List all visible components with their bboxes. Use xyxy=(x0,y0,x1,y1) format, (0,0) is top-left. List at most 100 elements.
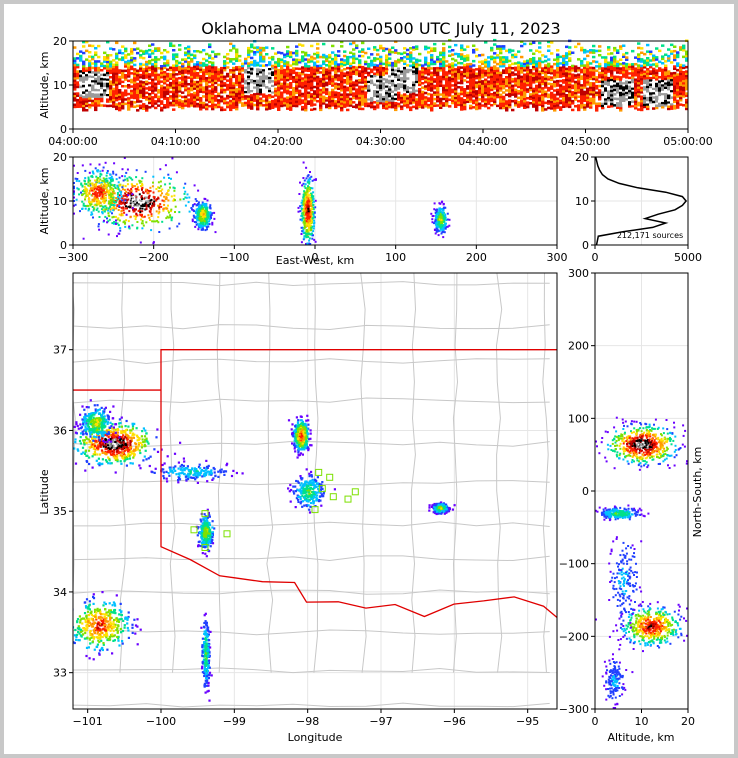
source-density-cell xyxy=(496,67,500,70)
source-density-cell xyxy=(646,105,650,108)
source-density-cell xyxy=(154,60,158,63)
source-density-cell xyxy=(589,90,593,94)
source-density-cell xyxy=(385,100,389,104)
source-density-cell xyxy=(247,97,251,100)
source-density-cell xyxy=(595,80,599,83)
source-density-cell xyxy=(391,97,395,100)
source-density-cell xyxy=(80,183,83,186)
source-density-cell xyxy=(316,42,320,46)
source-density-cell xyxy=(424,69,428,73)
source-density-cell xyxy=(619,76,623,79)
source-density-cell xyxy=(679,63,683,67)
source-density-cell xyxy=(145,201,147,204)
source-density-cell xyxy=(409,86,413,90)
source-density-cell xyxy=(361,50,365,53)
source-density-cell xyxy=(367,65,371,68)
source-density-cell xyxy=(118,91,122,94)
source-density-cell xyxy=(211,96,215,100)
source-density-cell xyxy=(259,73,263,76)
source-density-cell xyxy=(241,86,245,90)
source-density-cell xyxy=(346,93,350,96)
source-density-cell xyxy=(583,95,587,98)
source-density-cell xyxy=(142,63,146,66)
source-density-cell xyxy=(592,102,596,105)
source-density-cell xyxy=(103,195,105,198)
source-density-cell xyxy=(670,78,674,82)
source-density-cell xyxy=(193,74,197,77)
source-density-cell xyxy=(382,49,386,52)
source-density-cell xyxy=(385,107,389,110)
source-density-cell xyxy=(208,43,212,46)
source-density-cell xyxy=(100,208,103,211)
source-density-cell xyxy=(616,88,620,92)
source-density-cell xyxy=(652,58,656,62)
source-density-cell xyxy=(574,67,578,71)
source-density-cell xyxy=(152,202,155,205)
source-density-cell xyxy=(142,81,146,84)
source-density-cell xyxy=(562,63,566,67)
source-density-cell xyxy=(208,74,212,77)
source-density-cell xyxy=(439,99,443,103)
source-density-cell xyxy=(337,67,341,71)
source-density-cell xyxy=(445,88,449,92)
source-density-cell xyxy=(211,90,215,93)
source-density-cell xyxy=(130,56,134,60)
source-density-cell xyxy=(514,82,518,85)
source-density-cell xyxy=(127,70,131,74)
source-density-cell xyxy=(592,51,596,54)
source-density-cell xyxy=(126,179,129,182)
source-density-cell xyxy=(175,66,179,69)
source-density-cell xyxy=(544,86,548,89)
source-density-cell xyxy=(316,84,320,88)
source-density-cell xyxy=(412,70,416,73)
source-density-cell xyxy=(124,85,128,88)
source-density-cell xyxy=(355,88,359,91)
source-density-cell xyxy=(604,95,608,99)
source-density-cell xyxy=(310,71,314,74)
source-density-cell xyxy=(139,73,143,77)
source-density-cell xyxy=(193,69,197,73)
source-density-cell xyxy=(91,88,95,92)
source-density-cell xyxy=(310,93,314,96)
source-density-cell xyxy=(136,186,139,189)
source-density-cell xyxy=(598,73,602,77)
source-density-cell xyxy=(472,48,476,52)
source-density-cell xyxy=(586,94,590,97)
source-density-cell xyxy=(325,55,329,58)
source-density-cell xyxy=(571,99,575,103)
source-density-cell xyxy=(514,68,518,72)
source-density-cell xyxy=(664,82,668,85)
source-density-cell xyxy=(154,102,158,105)
source-density-cell xyxy=(499,84,503,88)
source-density-cell xyxy=(424,58,428,62)
source-density-cell xyxy=(178,211,181,214)
source-density-cell xyxy=(208,91,212,95)
source-density-cell xyxy=(88,97,92,100)
source-density-cell xyxy=(274,72,278,75)
source-density-cell xyxy=(113,184,116,186)
source-density-cell xyxy=(388,88,392,91)
source-density-cell xyxy=(631,71,635,75)
source-density-cell xyxy=(424,91,428,95)
source-density-cell xyxy=(637,81,641,85)
source-density-cell xyxy=(205,77,209,80)
source-density-cell xyxy=(136,98,140,101)
source-density-cell xyxy=(466,58,470,62)
source-density-cell xyxy=(448,87,452,90)
source-density-cell xyxy=(670,74,674,77)
source-density-cell xyxy=(604,82,608,86)
source-density-cell xyxy=(118,106,122,110)
source-density-cell xyxy=(141,203,144,206)
source-density-cell xyxy=(283,73,287,76)
source-density-cell xyxy=(400,72,404,75)
source-density-cell xyxy=(223,82,227,85)
source-density-cell xyxy=(229,106,233,109)
source-density-cell xyxy=(217,79,221,82)
source-density-cell xyxy=(89,179,92,182)
source-density-cell xyxy=(274,76,278,80)
source-density-cell xyxy=(316,51,320,55)
source-density-cell xyxy=(610,58,614,62)
source-density-cell xyxy=(451,64,455,67)
source-density-cell xyxy=(76,57,80,60)
source-density-cell xyxy=(631,80,635,84)
